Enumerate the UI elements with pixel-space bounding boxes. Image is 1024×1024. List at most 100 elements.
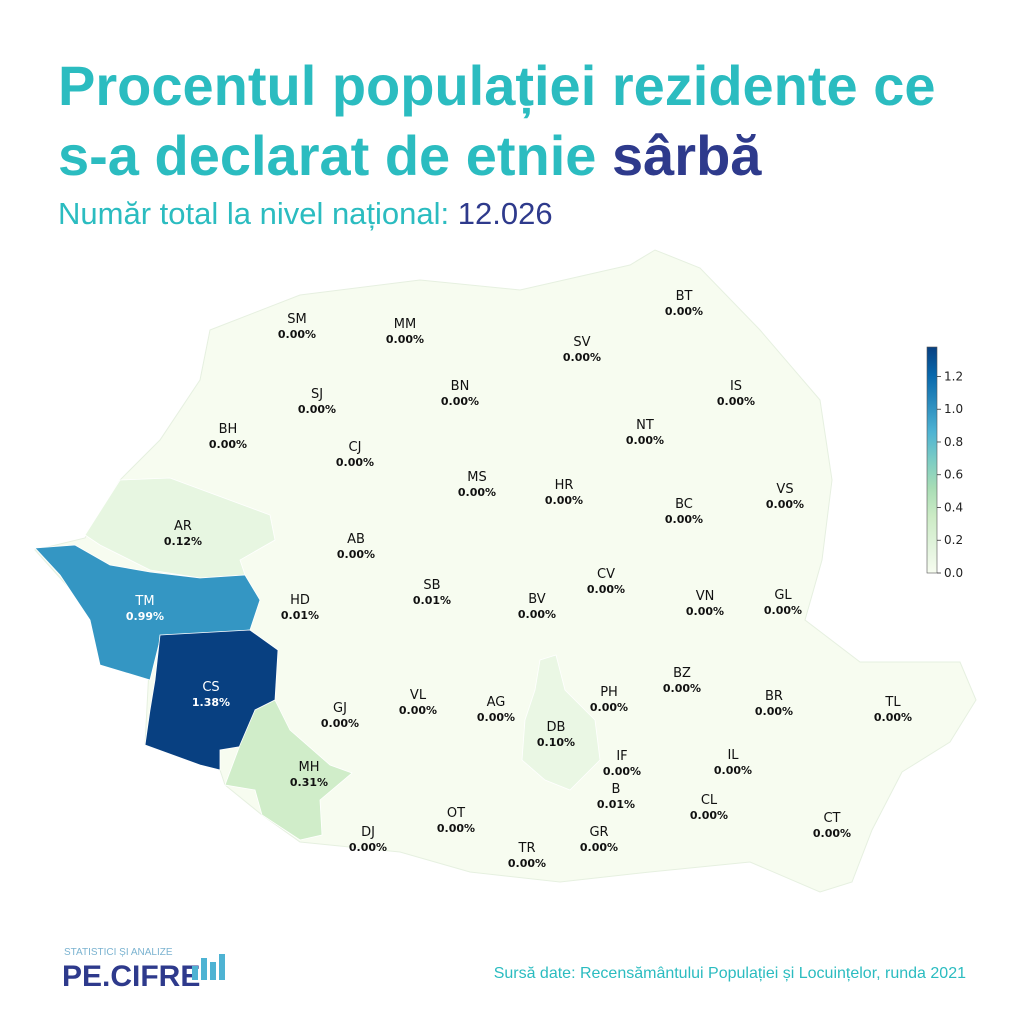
county-value: 0.00% (587, 583, 625, 596)
county-value: 0.00% (714, 764, 752, 777)
county-code: VS (776, 482, 793, 497)
county-value: 0.00% (563, 351, 601, 364)
county-code: HD (290, 593, 310, 608)
subtitle: Număr total la nivel național: 12.026 (58, 196, 553, 231)
county-value: 0.00% (386, 333, 424, 346)
county (34, 544, 261, 681)
county-code: GR (589, 825, 608, 840)
colorbar-tick-label: 0.8 (944, 435, 963, 449)
county-value: 0.00% (663, 682, 701, 695)
title-text: s-a declarat de etnie (58, 124, 596, 187)
county-code: MS (467, 470, 486, 485)
county-value: 0.00% (437, 822, 475, 835)
county-value: 0.00% (458, 486, 496, 499)
county-code: BZ (673, 666, 691, 681)
county-value: 0.00% (755, 705, 793, 718)
county-code: SJ (311, 387, 323, 402)
county-code: BR (765, 689, 783, 704)
county-code: CT (823, 811, 840, 826)
county-code: IS (730, 379, 742, 394)
county-value: 0.00% (477, 711, 515, 724)
county-code: SM (287, 312, 306, 327)
county-code: HR (555, 478, 574, 493)
county-value: 0.00% (298, 403, 336, 416)
logo-tagline: STATISTICI ȘI ANALIZE (64, 947, 173, 958)
county-code: TM (134, 594, 154, 609)
county-value: 0.00% (508, 857, 546, 870)
county-code: B (612, 782, 621, 797)
county-code: SV (573, 335, 590, 350)
county-value: 0.01% (281, 609, 319, 622)
county-code: GL (774, 588, 792, 603)
county-value: 0.00% (717, 395, 755, 408)
county-value: 0.00% (813, 827, 851, 840)
county-value: 1.38% (192, 696, 230, 709)
colorbar-tick-label: 0.2 (944, 533, 963, 547)
county-value: 0.00% (209, 438, 247, 451)
county-value: 0.00% (603, 765, 641, 778)
colorbar-tick-label: 0.0 (944, 566, 963, 580)
county-code: IF (616, 749, 627, 764)
title-line1: Procentul populației rezidente ce (58, 54, 936, 118)
county-code: CS (202, 680, 219, 695)
county-code: DJ (361, 825, 375, 840)
county-value: 0.99% (126, 610, 164, 623)
county-code: AR (174, 519, 192, 534)
county-value: 0.01% (413, 594, 451, 607)
county (521, 654, 601, 791)
subtitle-value: 12.026 (458, 196, 553, 231)
county-value: 0.01% (597, 798, 635, 811)
logo-icon (192, 954, 225, 980)
colorbar (926, 346, 938, 574)
county-code: PH (600, 685, 618, 700)
county-code: NT (636, 418, 654, 433)
county-value: 0.00% (766, 498, 804, 511)
county (224, 699, 353, 841)
county-value: 0.00% (399, 704, 437, 717)
county-value: 0.00% (764, 604, 802, 617)
county-value: 0.12% (164, 535, 202, 548)
county-code: IL (727, 748, 739, 763)
county-code: BC (675, 497, 693, 512)
county-value: 0.00% (686, 605, 724, 618)
county-value: 0.00% (626, 434, 664, 447)
county-value: 0.10% (537, 736, 575, 749)
colorbar-tick-label: 0.6 (944, 468, 963, 482)
county-value: 0.00% (349, 841, 387, 854)
county-value: 0.00% (321, 717, 359, 730)
county-value: 0.00% (545, 494, 583, 507)
county-code: TL (884, 695, 901, 710)
county-code: MM (394, 317, 416, 332)
county-code: CJ (349, 440, 362, 455)
county-code: BN (451, 379, 470, 394)
county-code: CL (701, 793, 718, 808)
logo-name: PE.CIFRE (62, 960, 200, 993)
county-code: BT (676, 289, 693, 304)
county-code: CV (597, 567, 615, 582)
county-code: GJ (333, 701, 347, 716)
county-value: 0.00% (441, 395, 479, 408)
county-value: 0.00% (665, 513, 703, 526)
county-code: VN (696, 589, 715, 604)
colorbar-tick-label: 1.0 (944, 402, 963, 416)
title-line2: s-a declarat de etnie sârbă (58, 124, 762, 187)
county-code: AB (347, 532, 365, 547)
county-value: 0.00% (337, 548, 375, 561)
county-value: 0.00% (665, 305, 703, 318)
county-value: 0.00% (336, 456, 374, 469)
colorbar-tick-label: 1.2 (944, 369, 963, 383)
county-code: TR (518, 841, 536, 856)
county-code: BV (528, 592, 546, 607)
subtitle-label: Număr total la nivel național: (58, 196, 449, 231)
county-value: 0.00% (874, 711, 912, 724)
county-code: MH (299, 760, 320, 775)
county-value: 0.00% (690, 809, 728, 822)
colorbar-tick-label: 0.4 (944, 500, 963, 514)
county-code: SB (423, 578, 440, 593)
county-value: 0.00% (518, 608, 556, 621)
county-code: VL (410, 688, 427, 703)
county-value: 0.00% (580, 841, 618, 854)
county-value: 0.00% (590, 701, 628, 714)
county-code: OT (447, 806, 465, 821)
